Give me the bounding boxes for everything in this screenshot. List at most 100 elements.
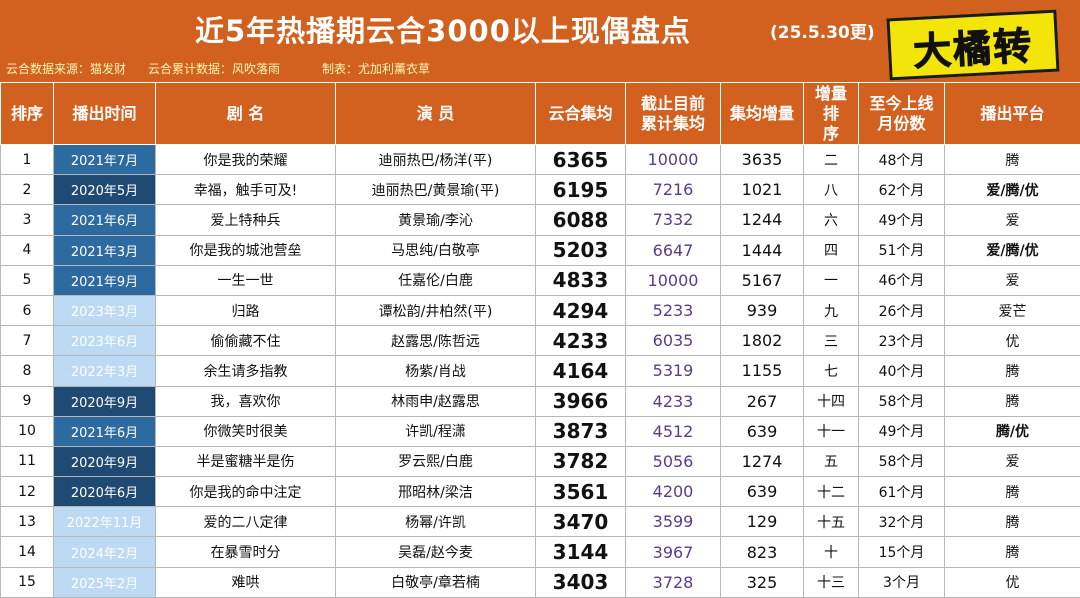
platform-cell: 爱/腾/优	[944, 174, 1080, 206]
avg-increase-cell: 639	[720, 476, 804, 508]
drama-title-cell: 在暴雪时分	[155, 536, 336, 568]
cast-cell: 马思纯/白敬亭	[335, 234, 536, 266]
months-online-cell: 15个月	[858, 536, 945, 568]
table-row: 11 2020年9月 半是蜜糖半是伤 罗云熙/白鹿 3782 5056 1274 五 58个月爱	[0, 445, 1080, 478]
avg-increase-cell: 639	[720, 415, 804, 447]
column-header-rank: 排序	[0, 82, 54, 145]
increase-rank-cell: 四	[803, 234, 859, 266]
cumulative-avg-cell: 10000	[625, 143, 721, 176]
drama-ranking-table: 排序 播出时间 剧 名 演 员 云合集均 截止目前 累计集均 集均增量 增量排 …	[0, 82, 1080, 598]
cumulative-avg-cell: 3728	[625, 566, 721, 598]
drama-title-cell: 余生请多指教	[155, 355, 336, 387]
avg-increase-cell: 1444	[720, 234, 804, 266]
air-date-cell: 2020年9月	[53, 385, 156, 417]
air-date-cell: 2021年6月	[53, 415, 156, 447]
yunhe-avg-cell: 3561	[535, 476, 626, 508]
column-header-months-online: 至今上线 月份数	[858, 82, 945, 145]
months-online-cell: 58个月	[858, 385, 945, 417]
drama-title-cell: 幸福，触手可及!	[155, 174, 336, 206]
drama-title-cell: 半是蜜糖半是伤	[155, 445, 336, 478]
table-row: 4 2021年3月 你是我的城池营垒 马思纯/白敬亭 5203 6647 1444 四 51个月…	[0, 234, 1080, 266]
months-online-cell: 3个月	[858, 566, 945, 598]
avg-increase-cell: 325	[720, 566, 804, 598]
rank-cell: 12	[0, 476, 54, 508]
column-header-platform: 播出平台	[944, 82, 1080, 145]
yunhe-avg-cell: 3470	[535, 506, 626, 538]
cumulative-avg-cell: 5233	[625, 294, 721, 327]
rank-cell: 13	[0, 506, 54, 538]
cumulative-avg-cell: 4512	[625, 415, 721, 447]
yunhe-avg-cell: 4833	[535, 264, 626, 296]
yunhe-avg-cell: 5203	[535, 234, 626, 266]
rank-cell: 3	[0, 204, 54, 236]
platform-cell: 爱/腾/优	[944, 234, 1080, 266]
platform-cell: 优	[944, 325, 1080, 357]
platform-cell: 腾	[944, 506, 1080, 538]
air-date-cell: 2023年3月	[53, 294, 156, 327]
rank-cell: 9	[0, 385, 54, 417]
source-credit: 云合数据来源：猫发财	[6, 61, 127, 76]
drama-title-cell: 你是我的命中注定	[155, 476, 336, 508]
increase-rank-cell: 十二	[803, 476, 859, 508]
yunhe-avg-cell: 3966	[535, 385, 626, 417]
months-online-cell: 61个月	[858, 476, 945, 508]
cumulative-avg-cell: 3967	[625, 536, 721, 568]
cumulative-avg-cell: 3599	[625, 506, 721, 538]
cast-cell: 邢昭林/梁洁	[335, 476, 536, 508]
table-row: 6 2023年3月 归路 谭松韵/井柏然(平) 4294 5233 939 九 26个月 爱芒	[0, 294, 1080, 327]
cast-cell: 赵露思/陈哲远	[335, 325, 536, 357]
increase-rank-cell: 十三	[803, 566, 859, 598]
cast-cell: 杨幂/许凯	[335, 506, 536, 538]
brand-logo: 大橘转	[886, 9, 1060, 81]
avg-increase-cell: 1274	[720, 445, 804, 478]
months-online-cell: 62个月	[858, 174, 945, 206]
avg-increase-cell: 267	[720, 385, 804, 417]
table-body: 1 2021年7月 你是我的荣耀 迪丽热巴/杨洋(平) 6365 10000 3635 二 48…	[0, 143, 1080, 598]
platform-cell: 腾	[944, 355, 1080, 387]
months-online-cell: 46个月	[858, 264, 945, 296]
drama-title-cell: 归路	[155, 294, 336, 327]
months-online-cell: 49个月	[858, 204, 945, 236]
cumulative-avg-cell: 5056	[625, 445, 721, 478]
increase-rank-cell: 七	[803, 355, 859, 387]
platform-cell: 腾	[944, 476, 1080, 508]
rank-cell: 14	[0, 536, 54, 568]
increase-rank-cell: 三	[803, 325, 859, 357]
drama-title-cell: 我，喜欢你	[155, 385, 336, 417]
rank-cell: 2	[0, 174, 54, 206]
drama-title-cell: 爱的二八定律	[155, 506, 336, 538]
column-header-title: 剧 名	[155, 82, 336, 145]
air-date-cell: 2020年6月	[53, 476, 156, 508]
air-date-cell: 2021年3月	[53, 234, 156, 266]
table-row: 13 2022年11月 爱的二八定律 杨幂/许凯 3470 3599 129 十五 32个月腾	[0, 506, 1080, 538]
avg-increase-cell: 129	[720, 506, 804, 538]
rank-cell: 6	[0, 294, 54, 327]
cumulative-avg-cell: 4233	[625, 385, 721, 417]
cast-cell: 迪丽热巴/黄景瑜(平)	[335, 174, 536, 206]
yunhe-avg-cell: 6365	[535, 143, 626, 176]
cumulative-avg-cell: 5319	[625, 355, 721, 387]
avg-increase-cell: 1155	[720, 355, 804, 387]
rank-cell: 1	[0, 143, 54, 176]
drama-title-cell: 你微笑时很美	[155, 415, 336, 447]
months-online-cell: 58个月	[858, 445, 945, 478]
air-date-cell: 2025年2月	[53, 566, 156, 598]
cast-cell: 林雨申/赵露思	[335, 385, 536, 417]
rank-cell: 7	[0, 325, 54, 357]
rank-cell: 11	[0, 445, 54, 478]
table-row: 2 2020年5月 幸福，触手可及! 迪丽热巴/黄景瑜(平) 6195 7216 1021 八…	[0, 174, 1080, 206]
brand-logo-text: 大橘转	[912, 23, 1035, 74]
cumulative-avg-cell: 7332	[625, 204, 721, 236]
drama-title-cell: 你是我的荣耀	[155, 143, 336, 176]
cast-cell: 黄景瑜/李沁	[335, 204, 536, 236]
months-online-cell: 49个月	[858, 415, 945, 447]
cumulative-avg-cell: 6647	[625, 234, 721, 266]
column-header-increase-rank: 增量排 序	[803, 82, 859, 145]
table-row: 1 2021年7月 你是我的荣耀 迪丽热巴/杨洋(平) 6365 10000 3635 二 48…	[0, 143, 1080, 176]
cast-cell: 白敬亭/章若楠	[335, 566, 536, 598]
table-row: 14 2024年2月 在暴雪时分 吴磊/赵今麦 3144 3967 823 十 15个月腾	[0, 536, 1080, 568]
platform-cell: 腾	[944, 385, 1080, 417]
table-row: 3 2021年6月 爱上特种兵 黄景瑜/李沁 6088 7332 1244 六 49个月爱	[0, 204, 1080, 236]
avg-increase-cell: 1244	[720, 204, 804, 236]
air-date-cell: 2022年3月	[53, 355, 156, 387]
